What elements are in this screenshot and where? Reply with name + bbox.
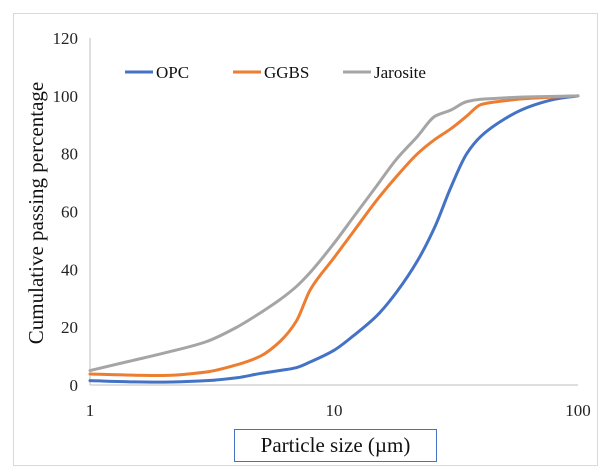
y-tick-label: 100 (53, 87, 79, 106)
x-tick-label: 1 (86, 401, 95, 420)
legend-label: Jarosite (374, 63, 426, 82)
legend-item-jarosite: Jarosite (343, 63, 426, 82)
legend-label: GGBS (264, 63, 309, 82)
legend-item-opc: OPC (125, 63, 189, 82)
y-tick-label: 20 (61, 318, 78, 337)
y-tick-label: 80 (61, 145, 78, 164)
series-line-ggbs (88, 94, 580, 377)
legend: OPC GGBS Jarosite (125, 63, 426, 82)
chart-outer-frame (13, 13, 598, 466)
series-line-jarosite (88, 94, 580, 373)
y-tick-label: 0 (70, 376, 79, 395)
series-layer (88, 94, 580, 384)
y-tick-label: 60 (61, 203, 78, 222)
y-axis-title: Cumulative passing percentage (24, 82, 48, 344)
axis-titles: Cumulative passing percentage Particle s… (24, 82, 437, 462)
x-axis-title-box (234, 429, 437, 462)
x-tick-label: 10 (326, 401, 343, 420)
series-line-opc (88, 94, 580, 384)
x-tick-label: 100 (565, 401, 591, 420)
x-axis-title: Particle size (µm) (261, 433, 411, 457)
y-tick-label: 40 (61, 260, 78, 279)
legend-item-ggbs: GGBS (233, 63, 309, 82)
y-tick-label: 120 (53, 29, 79, 48)
legend-label: OPC (156, 63, 189, 82)
